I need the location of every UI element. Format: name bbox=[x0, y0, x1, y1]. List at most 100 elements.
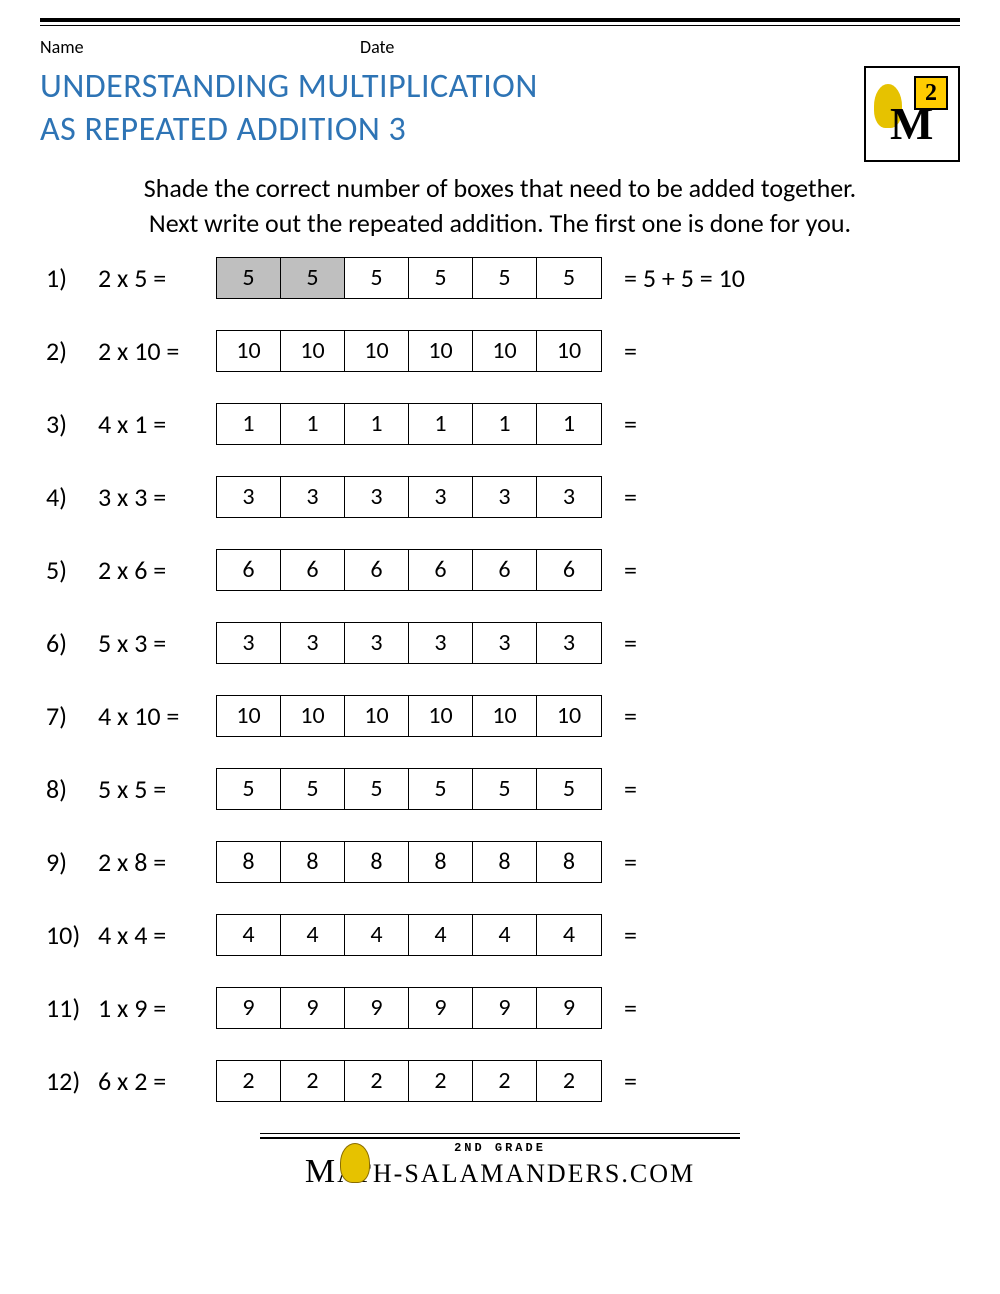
problem-number: 11) bbox=[46, 992, 98, 1024]
grade-logo: 2 M bbox=[864, 66, 960, 162]
problem-number: 1) bbox=[46, 262, 98, 294]
box-cell: 3 bbox=[217, 477, 281, 517]
box-strip: 333333 bbox=[216, 476, 602, 518]
box-cell: 6 bbox=[409, 550, 473, 590]
box-cell: 6 bbox=[345, 550, 409, 590]
box-cell: 2 bbox=[409, 1061, 473, 1101]
box-cell: 1 bbox=[537, 404, 601, 444]
box-cell: 2 bbox=[345, 1061, 409, 1101]
box-cell: 1 bbox=[217, 404, 281, 444]
box-cell: 10 bbox=[409, 331, 473, 371]
footer-salamander-icon bbox=[340, 1143, 380, 1191]
title-line-2: AS REPEATED ADDITION 3 bbox=[40, 109, 960, 152]
box-cell: 5 bbox=[537, 258, 601, 298]
problem-row: 1)2 x 5 =555555= 5 + 5 = 10 bbox=[46, 257, 960, 299]
box-cell: 3 bbox=[281, 623, 345, 663]
box-cell: 6 bbox=[217, 550, 281, 590]
problem-expression: 5 x 3 = bbox=[98, 627, 216, 659]
box-cell: 5 bbox=[345, 258, 409, 298]
box-cell: 8 bbox=[409, 842, 473, 882]
box-strip: 555555 bbox=[216, 257, 602, 299]
problem-row: 5)2 x 6 =666666= bbox=[46, 549, 960, 591]
problem-expression: 4 x 4 = bbox=[98, 919, 216, 951]
problem-row: 2)2 x 10 =101010101010= bbox=[46, 330, 960, 372]
problem-row: 7)4 x 10 =101010101010= bbox=[46, 695, 960, 737]
footer-rule bbox=[260, 1133, 740, 1139]
problem-number: 6) bbox=[46, 627, 98, 659]
box-cell: 3 bbox=[473, 623, 537, 663]
problem-answer: = 5 + 5 = 10 bbox=[624, 262, 745, 294]
problem-answer: = bbox=[624, 408, 637, 440]
box-cell: 9 bbox=[217, 988, 281, 1028]
box-cell: 4 bbox=[345, 915, 409, 955]
box-cell: 1 bbox=[345, 404, 409, 444]
box-cell: 6 bbox=[473, 550, 537, 590]
problem-row: 9)2 x 8 =888888= bbox=[46, 841, 960, 883]
box-strip: 101010101010 bbox=[216, 695, 602, 737]
problem-answer: = bbox=[624, 627, 637, 659]
box-cell: 9 bbox=[409, 988, 473, 1028]
box-cell: 5 bbox=[281, 258, 345, 298]
box-cell: 2 bbox=[281, 1061, 345, 1101]
box-strip: 101010101010 bbox=[216, 330, 602, 372]
box-strip: 222222 bbox=[216, 1060, 602, 1102]
problem-expression: 3 x 3 = bbox=[98, 481, 216, 513]
box-cell: 10 bbox=[473, 331, 537, 371]
box-cell: 5 bbox=[217, 769, 281, 809]
box-cell: 10 bbox=[473, 696, 537, 736]
box-cell: 4 bbox=[217, 915, 281, 955]
box-cell: 4 bbox=[537, 915, 601, 955]
problem-number: 12) bbox=[46, 1065, 98, 1097]
box-cell: 5 bbox=[537, 769, 601, 809]
problem-answer: = bbox=[624, 992, 637, 1024]
problem-answer: = bbox=[624, 554, 637, 586]
box-strip: 111111 bbox=[216, 403, 602, 445]
title-line-1: UNDERSTANDING MULTIPLICATION bbox=[40, 66, 960, 109]
box-cell: 1 bbox=[281, 404, 345, 444]
problem-row: 6)5 x 3 =333333= bbox=[46, 622, 960, 664]
box-cell: 4 bbox=[473, 915, 537, 955]
problem-number: 2) bbox=[46, 335, 98, 367]
box-cell: 3 bbox=[281, 477, 345, 517]
problem-answer: = bbox=[624, 773, 637, 805]
box-cell: 10 bbox=[345, 696, 409, 736]
instructions: Shade the correct number of boxes that n… bbox=[50, 171, 950, 241]
problem-row: 8)5 x 5 =555555 = bbox=[46, 768, 960, 810]
footer: 2ND GRADE MATH-SALAMANDERS.COM bbox=[40, 1133, 960, 1213]
box-cell: 6 bbox=[281, 550, 345, 590]
box-strip: 999999 bbox=[216, 987, 602, 1029]
problem-number: 10) bbox=[46, 919, 98, 951]
box-cell: 1 bbox=[409, 404, 473, 444]
box-cell: 3 bbox=[409, 477, 473, 517]
problem-expression: 2 x 6 = bbox=[98, 554, 216, 586]
box-cell: 5 bbox=[345, 769, 409, 809]
box-cell: 2 bbox=[473, 1061, 537, 1101]
instructions-line-2: Next write out the repeated addition. Th… bbox=[50, 206, 950, 241]
name-date-row: Name Date bbox=[40, 36, 960, 58]
problem-answer: = bbox=[624, 919, 637, 951]
box-cell: 5 bbox=[409, 258, 473, 298]
problem-expression: 5 x 5 = bbox=[98, 773, 216, 805]
title-block: UNDERSTANDING MULTIPLICATION AS REPEATED… bbox=[40, 66, 960, 151]
problem-row: 4)3 x 3 =333333= bbox=[46, 476, 960, 518]
problem-answer: = bbox=[624, 1065, 637, 1097]
problem-number: 7) bbox=[46, 700, 98, 732]
problem-number: 9) bbox=[46, 846, 98, 878]
box-cell: 10 bbox=[217, 331, 281, 371]
problem-answer: = bbox=[624, 846, 637, 878]
problem-number: 3) bbox=[46, 408, 98, 440]
box-cell: 1 bbox=[473, 404, 537, 444]
box-cell: 9 bbox=[473, 988, 537, 1028]
problem-list: 1)2 x 5 =555555= 5 + 5 = 102)2 x 10 =101… bbox=[40, 257, 960, 1102]
box-cell: 10 bbox=[537, 331, 601, 371]
box-cell: 6 bbox=[537, 550, 601, 590]
box-cell: 5 bbox=[281, 769, 345, 809]
date-label: Date bbox=[360, 36, 394, 58]
problem-row: 10)4 x 4 =444444= bbox=[46, 914, 960, 956]
problem-number: 8) bbox=[46, 773, 98, 805]
box-cell: 2 bbox=[217, 1061, 281, 1101]
problem-expression: 2 x 10 = bbox=[98, 335, 216, 367]
box-cell: 8 bbox=[345, 842, 409, 882]
logo-letter-m: M bbox=[890, 97, 933, 150]
box-strip: 555555 bbox=[216, 768, 602, 810]
